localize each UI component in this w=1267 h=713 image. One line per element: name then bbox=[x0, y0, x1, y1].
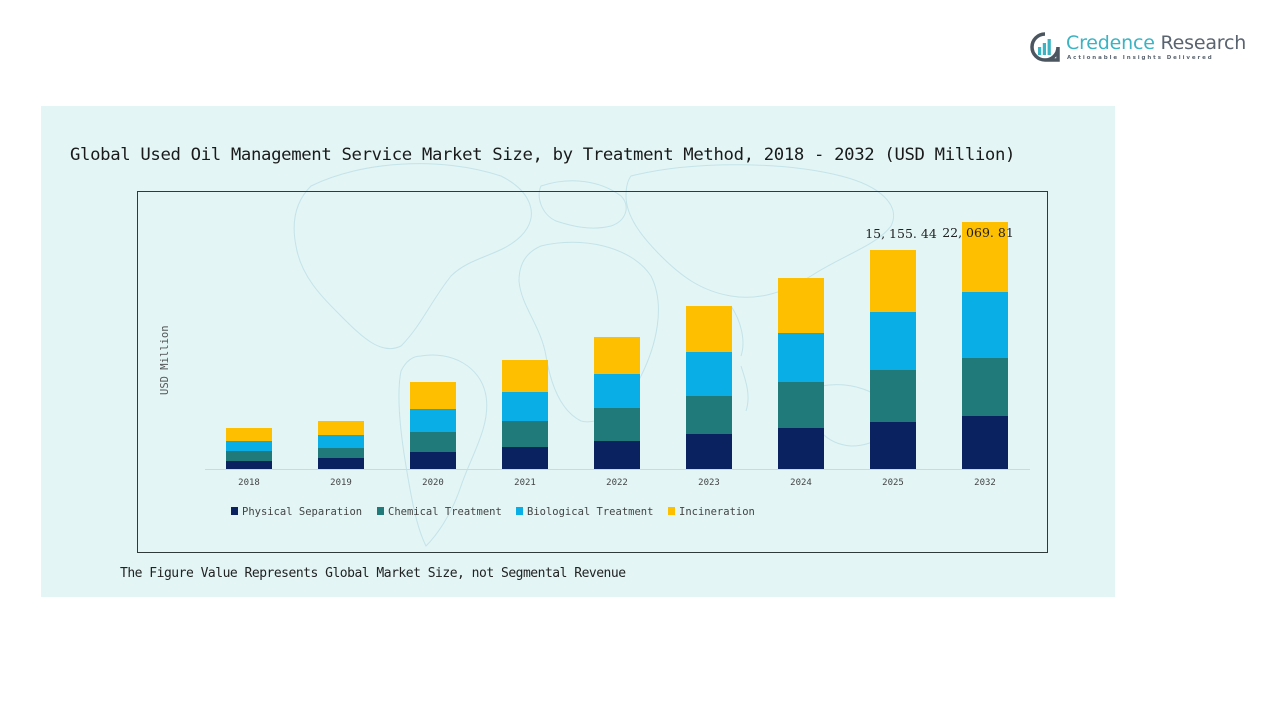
x-tick-label: 2021 bbox=[514, 478, 536, 488]
bar-segment-physical-separation-2022 bbox=[594, 440, 640, 469]
bar-segment-chemical-treatment-2022 bbox=[594, 407, 640, 441]
bar-segment-biological-treatment-2025 bbox=[870, 311, 916, 370]
bar-segment-biological-treatment-2020 bbox=[410, 408, 456, 433]
bar-segment-chemical-treatment-2025 bbox=[870, 369, 916, 423]
x-tick-label: 2023 bbox=[698, 478, 720, 488]
bar-segment-incineration-2025 bbox=[870, 250, 916, 312]
bar-segment-physical-separation-2020 bbox=[410, 452, 456, 469]
bar-segment-incineration-2021 bbox=[502, 360, 548, 392]
brand-name: Credence Research bbox=[1066, 32, 1246, 54]
bar-segment-biological-treatment-2019 bbox=[318, 435, 364, 449]
bar-segment-physical-separation-2025 bbox=[870, 422, 916, 469]
brand-logo: Credence Research Actionable Insights De… bbox=[1030, 32, 1246, 66]
bar-segment-biological-treatment-2024 bbox=[778, 333, 824, 383]
bar-segment-chemical-treatment-2018 bbox=[226, 450, 272, 461]
bar-segment-incineration-2020 bbox=[410, 382, 456, 409]
chart-frame bbox=[137, 191, 1048, 553]
chart-title: Global Used Oil Management Service Marke… bbox=[70, 145, 1016, 165]
data-label-2025: 15, 155. 44 bbox=[865, 226, 937, 241]
data-label-2032: 22, 069. 81 bbox=[942, 225, 1014, 240]
legend-label: Biological Treatment bbox=[527, 506, 653, 518]
x-tick-label: 2022 bbox=[606, 478, 628, 488]
legend-item-chemical-treatment: Chemical Treatment bbox=[377, 506, 502, 518]
footnote: The Figure Value Represents Global Marke… bbox=[120, 566, 626, 581]
bar-segment-biological-treatment-2023 bbox=[686, 351, 732, 396]
bar-segment-chemical-treatment-2024 bbox=[778, 382, 824, 429]
bar-segment-physical-separation-2032 bbox=[962, 415, 1008, 469]
bar-segment-biological-treatment-2018 bbox=[226, 441, 272, 451]
bar-segment-incineration-2019 bbox=[318, 421, 364, 436]
x-tick-label: 2019 bbox=[330, 478, 352, 488]
x-tick-label: 2018 bbox=[238, 478, 260, 488]
brand-tagline: Actionable Insights Delivered bbox=[1067, 55, 1214, 61]
y-axis-label: USD Million bbox=[159, 325, 171, 395]
legend-label: Physical Separation bbox=[242, 506, 362, 518]
bar-segment-biological-treatment-2022 bbox=[594, 373, 640, 408]
bar-segment-physical-separation-2023 bbox=[686, 434, 732, 469]
bar-segment-chemical-treatment-2032 bbox=[962, 357, 1008, 416]
x-tick-label: 2020 bbox=[422, 478, 444, 488]
bar-segment-physical-separation-2018 bbox=[226, 460, 272, 469]
bar-segment-incineration-2018 bbox=[226, 428, 272, 442]
brand-name-research: Research bbox=[1154, 32, 1247, 54]
legend-label: Incineration bbox=[679, 506, 755, 518]
bar-segment-incineration-2022 bbox=[594, 337, 640, 374]
x-tick-label: 2024 bbox=[790, 478, 812, 488]
bar-segment-biological-treatment-2021 bbox=[502, 391, 548, 422]
bar-segment-chemical-treatment-2023 bbox=[686, 395, 732, 435]
legend-swatch bbox=[516, 507, 523, 515]
x-tick-label: 2025 bbox=[882, 478, 904, 488]
bar-segment-incineration-2023 bbox=[686, 306, 732, 352]
legend-item-biological-treatment: Biological Treatment bbox=[516, 506, 653, 518]
legend-item-incineration: Incineration bbox=[668, 506, 755, 518]
bar-segment-physical-separation-2024 bbox=[778, 428, 824, 469]
chart-panel bbox=[41, 106, 1115, 597]
bar-segment-chemical-treatment-2021 bbox=[502, 421, 548, 448]
x-tick-label: 2032 bbox=[974, 478, 996, 488]
bar-segment-incineration-2032 bbox=[962, 222, 1008, 292]
legend-swatch bbox=[231, 507, 238, 515]
legend-item-physical-separation: Physical Separation bbox=[231, 506, 362, 518]
logo-chart-icon bbox=[1030, 32, 1060, 62]
bar-segment-physical-separation-2021 bbox=[502, 447, 548, 469]
bar-segment-biological-treatment-2032 bbox=[962, 291, 1008, 358]
bar-segment-chemical-treatment-2019 bbox=[318, 448, 364, 459]
brand-name-credence: Credence bbox=[1066, 32, 1155, 54]
legend-label: Chemical Treatment bbox=[388, 506, 502, 518]
bar-segment-chemical-treatment-2020 bbox=[410, 432, 456, 453]
legend-swatch bbox=[377, 507, 384, 515]
legend-swatch bbox=[668, 507, 675, 515]
bar-segment-physical-separation-2019 bbox=[318, 458, 364, 469]
bar-segment-incineration-2024 bbox=[778, 278, 824, 334]
